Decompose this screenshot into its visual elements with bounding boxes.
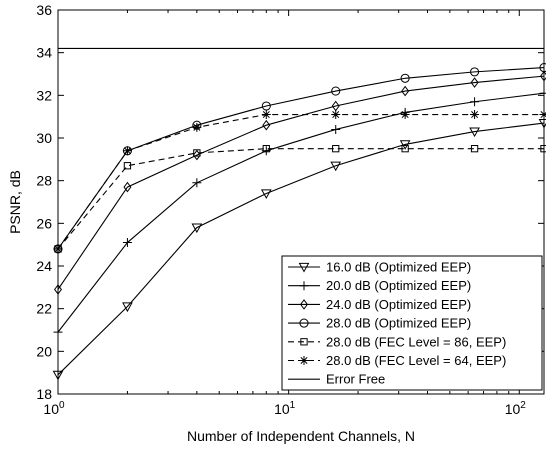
x-tick-label: 102 xyxy=(505,400,527,417)
marker-plus xyxy=(331,124,341,134)
marker-star xyxy=(122,146,132,156)
marker-star xyxy=(400,110,410,120)
marker-plus xyxy=(192,178,202,188)
legend-label-4: 28.0 dB (FEC Level = 86, EEP) xyxy=(326,334,506,349)
plot-frame xyxy=(57,9,545,395)
legend-label-5: 28.0 dB (FEC Level = 64, EEP) xyxy=(326,353,506,368)
y-tick-label: 24 xyxy=(36,258,52,274)
legend-label-3: 28.0 dB (Optimized EEP) xyxy=(326,316,471,331)
marker-triangle xyxy=(399,140,411,150)
marker-star xyxy=(331,110,341,120)
marker-star xyxy=(539,110,546,120)
marker-triangle xyxy=(122,302,133,313)
marker-diamond xyxy=(123,181,132,193)
marker-circle xyxy=(400,73,410,83)
y-tick-label: 22 xyxy=(36,301,52,317)
marker-plus xyxy=(122,238,132,248)
y-tick-label: 18 xyxy=(36,386,52,402)
marker-square xyxy=(401,145,409,153)
y-tick-label: 28 xyxy=(36,173,52,189)
series-line-0 xyxy=(57,122,545,376)
marker-diamond xyxy=(401,85,410,97)
marker-diamond xyxy=(300,299,308,310)
y-axis-label: PSNR, dB xyxy=(7,170,23,234)
tick-labels: 18 20 22 24 26 28 30 32 34 36 100 101 102 xyxy=(36,2,526,417)
marker-square xyxy=(332,145,340,153)
series-line-4 xyxy=(57,148,544,250)
y-tick-label: 26 xyxy=(36,215,52,231)
y-tick-label: 20 xyxy=(36,343,52,359)
marker-star xyxy=(192,122,202,132)
series-markers xyxy=(52,63,546,381)
marker-triangle xyxy=(191,223,203,234)
y-tick-label: 34 xyxy=(36,45,52,61)
marker-circle xyxy=(331,86,341,96)
series-line-5 xyxy=(57,113,544,250)
marker-star xyxy=(299,356,309,365)
marker-star xyxy=(470,110,480,120)
marker-plus xyxy=(299,281,309,291)
marker-triangle xyxy=(469,127,480,138)
marker-circle xyxy=(470,67,480,77)
legend-label-0: 16.0 dB (Optimized EEP) xyxy=(326,260,471,275)
y-tick-label: 32 xyxy=(36,87,52,103)
marker-star xyxy=(261,110,271,120)
marker-plus xyxy=(470,97,480,107)
series-line-3 xyxy=(57,67,545,250)
marker-square xyxy=(300,338,308,346)
series-line-1 xyxy=(57,92,545,333)
marker-triangle xyxy=(330,161,342,172)
marker-diamond xyxy=(262,119,271,131)
legend-box xyxy=(281,255,543,391)
series-lines xyxy=(57,47,545,376)
marker-square xyxy=(123,162,132,170)
marker-diamond xyxy=(470,77,479,88)
legend-label-6: Error Free xyxy=(326,372,385,387)
legend: 16.0 dB (Optimized EEP) 20.0 dB (Optimize… xyxy=(281,255,543,391)
y-tick-label: 36 xyxy=(36,2,52,18)
marker-triangle xyxy=(260,189,272,199)
x-tick-label: 100 xyxy=(43,400,65,417)
marker-square xyxy=(262,145,270,153)
marker-triangle xyxy=(298,262,310,273)
y-tick-label: 30 xyxy=(36,130,52,146)
legend-label-1: 20.0 dB (Optimized EEP) xyxy=(326,278,471,293)
marker-plus xyxy=(539,88,546,98)
series-line-2 xyxy=(57,75,545,290)
marker-square xyxy=(193,149,201,157)
legend-label-2: 24.0 dB (Optimized EEP) xyxy=(326,297,471,312)
x-axis-label: Number of Independent Channels, N xyxy=(187,428,415,444)
x-tick-label: 101 xyxy=(274,400,296,417)
marker-circle xyxy=(299,318,309,328)
marker-square xyxy=(470,145,479,153)
marker-diamond xyxy=(192,149,201,161)
